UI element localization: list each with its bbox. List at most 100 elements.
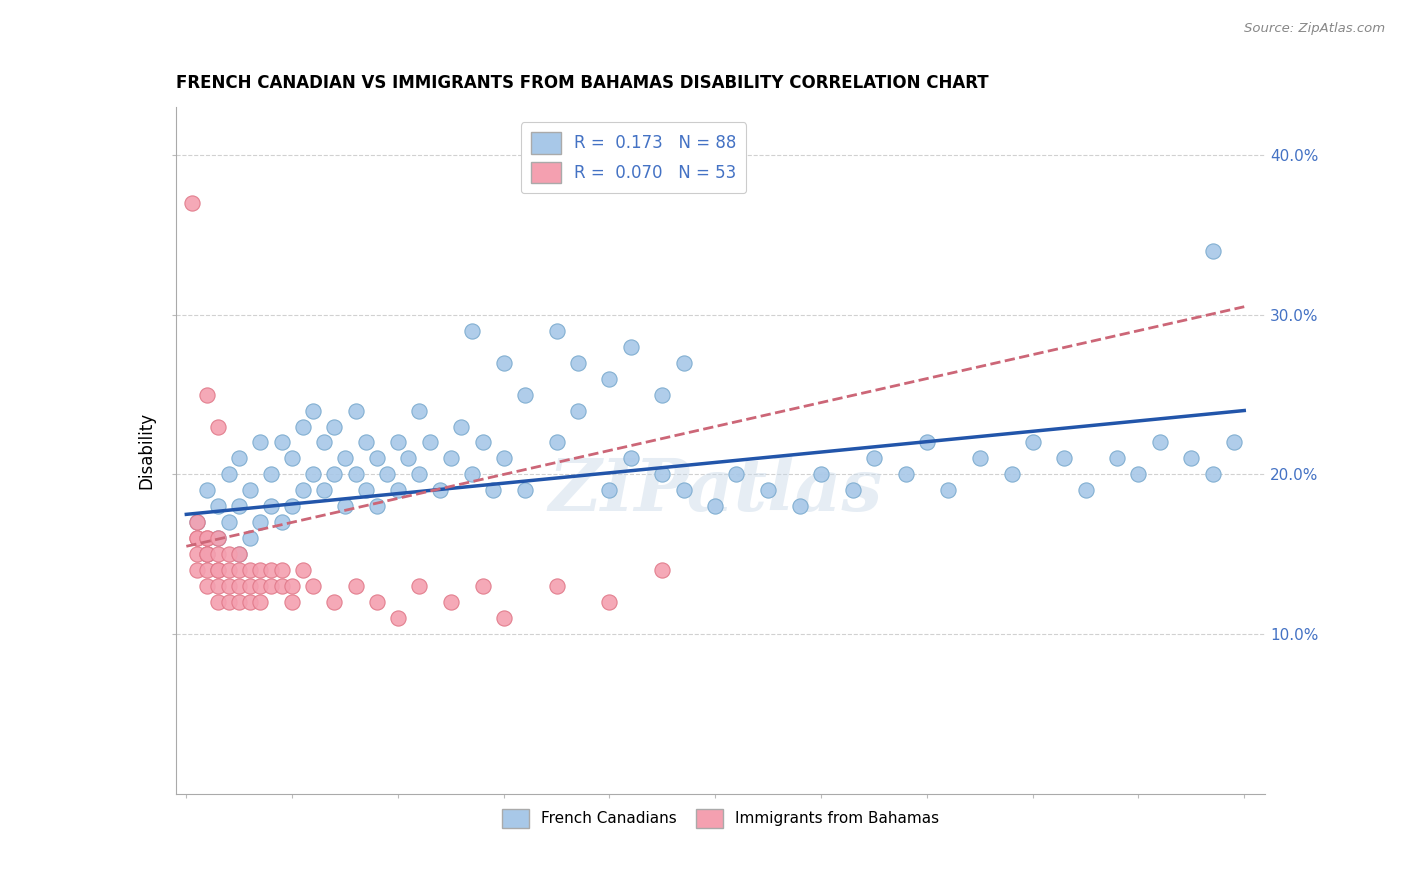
Point <box>789 500 811 514</box>
Point <box>408 579 430 593</box>
Point <box>207 531 229 545</box>
Point <box>398 451 420 466</box>
Point <box>291 419 314 434</box>
Point <box>323 467 346 482</box>
Point <box>387 483 409 498</box>
Point <box>291 563 314 577</box>
Point <box>546 324 568 338</box>
Point <box>408 403 430 417</box>
Point <box>312 483 335 498</box>
Point <box>1180 451 1202 466</box>
Point <box>344 467 367 482</box>
Point <box>842 483 865 498</box>
Point <box>323 595 346 609</box>
Point <box>492 611 515 625</box>
Point <box>207 595 229 609</box>
Point <box>281 451 304 466</box>
Point <box>239 531 262 545</box>
Point <box>598 483 620 498</box>
Point <box>1201 244 1223 258</box>
Point <box>180 195 202 210</box>
Point <box>228 595 250 609</box>
Point <box>450 419 472 434</box>
Point <box>218 563 240 577</box>
Point <box>249 435 271 450</box>
Point <box>1074 483 1097 498</box>
Point <box>186 547 208 561</box>
Point <box>1149 435 1171 450</box>
Point <box>546 435 568 450</box>
Point <box>344 403 367 417</box>
Point <box>197 547 219 561</box>
Text: Source: ZipAtlas.com: Source: ZipAtlas.com <box>1244 22 1385 36</box>
Point <box>207 579 229 593</box>
Point <box>270 579 292 593</box>
Point <box>598 371 620 385</box>
Point <box>302 403 325 417</box>
Point <box>228 563 250 577</box>
Point <box>260 563 283 577</box>
Point <box>218 516 240 530</box>
Point <box>440 595 463 609</box>
Point <box>513 387 536 401</box>
Point <box>249 563 271 577</box>
Point <box>1222 435 1244 450</box>
Point <box>461 324 484 338</box>
Point <box>1053 451 1076 466</box>
Point <box>207 563 229 577</box>
Point <box>471 435 494 450</box>
Point <box>672 483 695 498</box>
Point <box>894 467 917 482</box>
Point <box>344 579 367 593</box>
Point <box>312 435 335 450</box>
Point <box>218 547 240 561</box>
Point <box>651 563 673 577</box>
Point <box>513 483 536 498</box>
Point <box>302 467 325 482</box>
Point <box>186 516 208 530</box>
Point <box>567 403 589 417</box>
Point <box>429 483 451 498</box>
Point <box>270 516 292 530</box>
Point <box>387 611 409 625</box>
Point <box>228 547 250 561</box>
Point <box>228 547 250 561</box>
Point <box>197 563 219 577</box>
Point <box>218 595 240 609</box>
Text: FRENCH CANADIAN VS IMMIGRANTS FROM BAHAMAS DISABILITY CORRELATION CHART: FRENCH CANADIAN VS IMMIGRANTS FROM BAHAM… <box>176 74 988 92</box>
Point <box>323 419 346 434</box>
Point <box>239 595 262 609</box>
Point <box>260 579 283 593</box>
Point <box>291 483 314 498</box>
Point <box>482 483 505 498</box>
Legend: French Canadians, Immigrants from Bahamas: French Canadians, Immigrants from Bahama… <box>496 803 945 834</box>
Point <box>419 435 441 450</box>
Point <box>567 356 589 370</box>
Point <box>207 531 229 545</box>
Point <box>186 531 208 545</box>
Point <box>492 451 515 466</box>
Point <box>1107 451 1129 466</box>
Point <box>598 595 620 609</box>
Point <box>810 467 832 482</box>
Point <box>207 500 229 514</box>
Point <box>1201 467 1223 482</box>
Point <box>186 531 208 545</box>
Y-axis label: Disability: Disability <box>138 412 156 489</box>
Point <box>228 451 250 466</box>
Point <box>354 483 377 498</box>
Point <box>461 467 484 482</box>
Point <box>260 500 283 514</box>
Point <box>197 579 219 593</box>
Point <box>281 579 304 593</box>
Point <box>366 595 388 609</box>
Point <box>440 451 463 466</box>
Point <box>725 467 748 482</box>
Point <box>651 387 673 401</box>
Point <box>218 579 240 593</box>
Point <box>218 467 240 482</box>
Point <box>915 435 938 450</box>
Point <box>207 563 229 577</box>
Point <box>408 467 430 482</box>
Point <box>936 483 959 498</box>
